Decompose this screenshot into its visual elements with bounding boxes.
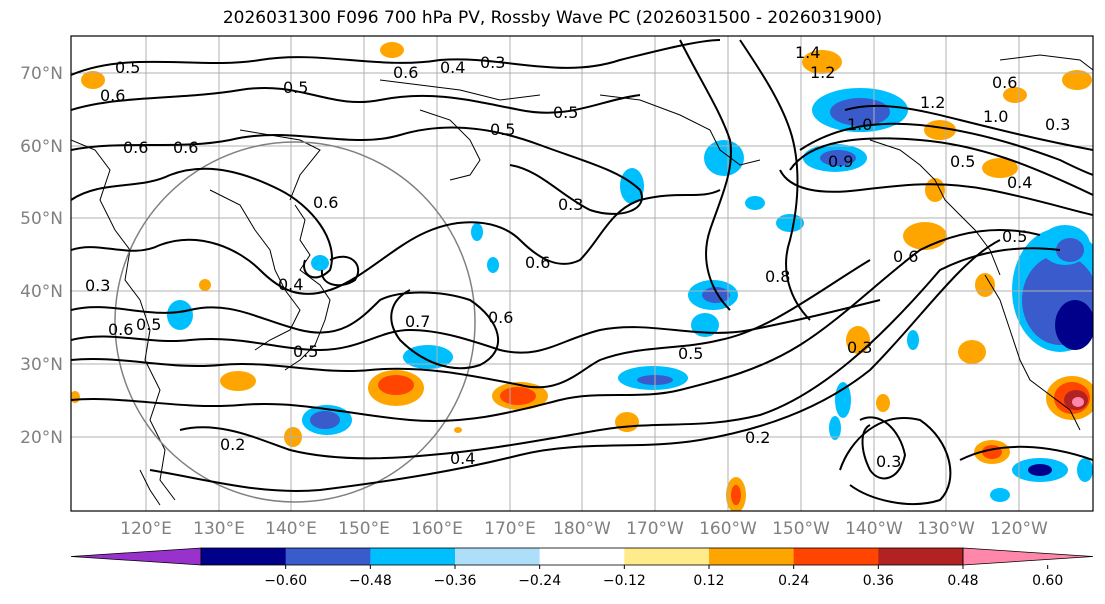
contour-label: 0.4 [1007, 173, 1032, 192]
contour-label: 0.2 [220, 435, 245, 454]
contour-label: 0.6 [108, 320, 133, 339]
contour-label: 0.5 [490, 120, 515, 139]
contour-label: 0.7 [405, 312, 430, 331]
contour-label: 0.5 [293, 342, 318, 361]
lat-label: 30°N [20, 355, 63, 375]
contour-label: 0.6 [893, 247, 918, 266]
contour-label: 0.3 [847, 338, 872, 357]
contour-label: 0.3 [480, 53, 505, 72]
colorbar-tick-label: −0.36 [434, 573, 477, 589]
contour-label: 1.0 [847, 115, 872, 134]
lon-label: 150°E [338, 519, 390, 539]
contour-label: 0.6 [992, 73, 1017, 92]
longitude-labels: 120°E 130°E 140°E 150°E 160°E 170°E 180°… [120, 519, 1048, 539]
lon-label: 140°W [845, 519, 903, 539]
contour-label: 0.6 [313, 193, 338, 212]
colorbar-tick-label: −0.24 [518, 573, 561, 589]
lon-label: 130°W [917, 519, 975, 539]
colorbar-labels: −0.60 −0.48 −0.36 −0.24 −0.12 0.12 0.24 0.36 0.4… [264, 565, 1063, 589]
lat-label: 20°N [20, 428, 63, 448]
contour-label: 0.3 [558, 195, 583, 214]
colorbar-segment [285, 548, 371, 565]
contour-label: 0.5 [1002, 227, 1027, 246]
lon-label: 120°W [990, 519, 1048, 539]
contour-label: 0.6 [525, 253, 550, 272]
contour-label: 0.6 [393, 63, 418, 82]
map-title: 2026031300 F096 700 hPa PV, Rossby Wave … [222, 8, 883, 28]
lon-label: 130°E [193, 519, 245, 539]
contour-label: 0.3 [876, 452, 901, 471]
lon-label: 180°W [553, 519, 611, 539]
lat-label: 70°N [20, 64, 63, 84]
contour-label: 1.0 [983, 107, 1008, 126]
contour-label: 0.5 [678, 344, 703, 363]
contour-label: 1.2 [810, 63, 835, 82]
contour-label: 1.2 [920, 93, 945, 112]
colorbar-segment [624, 548, 710, 565]
contour-label: 0.2 [745, 428, 770, 447]
colorbar-segment [793, 548, 879, 565]
contour-label: 0.5 [283, 78, 308, 97]
map-frame [70, 35, 1094, 512]
contour-label: 0.5 [950, 152, 975, 171]
contour-label: 0.8 [765, 267, 790, 286]
grid-lines [71, 36, 1093, 511]
contour-label: 0.6 [488, 308, 513, 327]
lat-label: 40°N [20, 282, 63, 302]
colorbar-segment [455, 548, 541, 565]
contour-label: 0.4 [450, 449, 475, 468]
colorbar-tick-label: 0.48 [947, 573, 978, 589]
colorbar-segment [201, 548, 287, 565]
contour-label: 0.6 [100, 86, 125, 105]
pv-contours [71, 39, 1093, 506]
colorbar-tick-label: −0.48 [349, 573, 392, 589]
lon-label: 150°W [772, 519, 830, 539]
colorbar-tick-label: 0.24 [778, 573, 809, 589]
colorbar-tick-label: 0.36 [863, 573, 894, 589]
colorbar-segment [709, 548, 795, 565]
colorbar-tick-label: −0.12 [603, 573, 646, 589]
contour-label: 0.4 [440, 58, 465, 77]
colorbar-extend-high [962, 547, 1094, 566]
contour-label: 0.3 [1045, 115, 1070, 134]
contour-labels: 0.5 0.6 0.6 0.5 0.4 0.3 0.5 0.6 0.6 0.3 … [85, 43, 1070, 471]
contour-label: 0.4 [278, 275, 303, 294]
colorbar-segment [539, 548, 625, 565]
lon-label: 160°W [699, 519, 757, 539]
colorbar-tick-label: 0.60 [1032, 573, 1063, 589]
colorbar-segment [370, 548, 456, 565]
contour-label: 0.6 [123, 138, 148, 157]
colorbar-border [200, 547, 964, 566]
lon-label: 170°W [626, 519, 684, 539]
lat-label: 50°N [20, 209, 63, 229]
latitude-labels: 70°N 60°N 50°N 40°N 30°N 20°N [20, 64, 63, 448]
contour-label: 0.3 [85, 276, 110, 295]
colorbar-tick-label: −0.60 [264, 573, 307, 589]
contour-label: 0.5 [136, 315, 161, 334]
colorbar [70, 547, 1094, 566]
colorbar-extend-low [70, 547, 202, 566]
contour-label: 0.9 [828, 152, 853, 171]
contour-label: 0.6 [173, 138, 198, 157]
contour-label: 0.5 [553, 103, 578, 122]
colorbar-segment [878, 548, 964, 565]
contour-label: 0.5 [115, 58, 140, 77]
lon-label: 160°E [411, 519, 463, 539]
distance-ring [114, 141, 476, 503]
lon-label: 140°E [265, 519, 317, 539]
lat-label: 60°N [20, 137, 63, 157]
contour-label: 1.4 [795, 43, 820, 62]
colorbar-tick-label: 0.12 [693, 573, 724, 589]
lon-label: 120°E [120, 519, 172, 539]
lon-label: 170°E [484, 519, 536, 539]
